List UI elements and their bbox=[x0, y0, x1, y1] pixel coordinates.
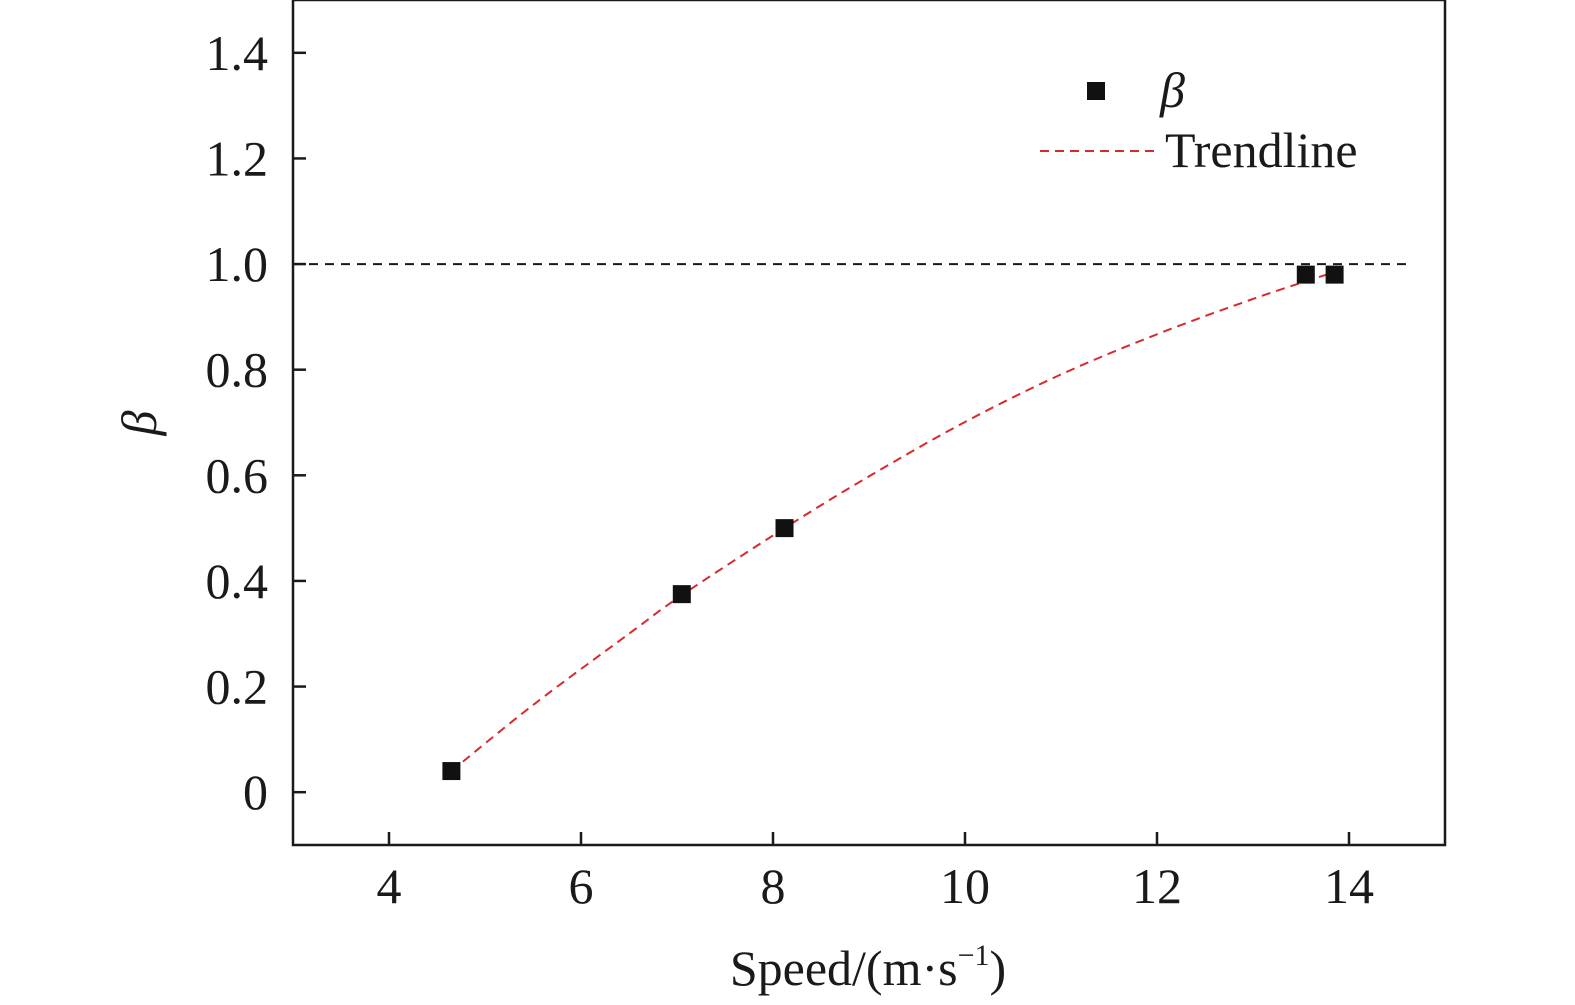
plot-frame bbox=[291, 0, 1447, 847]
y-tick-label: 0.6 bbox=[206, 447, 269, 503]
y-tick-label: 0.2 bbox=[206, 659, 269, 715]
legend-label-trendline: Trendline bbox=[1165, 122, 1358, 178]
y-tick-label: 0 bbox=[243, 764, 268, 820]
x-tick-label: 10 bbox=[940, 858, 990, 914]
y-tick-label: 1.0 bbox=[206, 236, 269, 292]
y-axis-ticks: 0 0.2 0.4 0.6 0.8 1.0 1.2 1.4 bbox=[206, 25, 306, 820]
legend-label-beta: β bbox=[1159, 62, 1185, 118]
data-point-marker bbox=[672, 585, 691, 604]
data-point-marker bbox=[442, 762, 461, 781]
y-tick-label: 1.2 bbox=[206, 130, 269, 186]
data-point-marker bbox=[775, 519, 794, 538]
x-tick-label: 14 bbox=[1324, 858, 1374, 914]
y-tick-label: 0.4 bbox=[206, 553, 269, 609]
y-tick-label: 0.8 bbox=[206, 342, 269, 398]
x-tick-label: 12 bbox=[1132, 858, 1182, 914]
data-point-marker bbox=[1296, 265, 1315, 284]
trendline bbox=[450, 271, 1335, 772]
x-tick-label: 4 bbox=[377, 858, 402, 914]
x-tick-label: 8 bbox=[761, 858, 786, 914]
x-axis-ticks: 4 6 8 10 12 14 bbox=[377, 832, 1374, 914]
data-markers bbox=[442, 265, 1344, 781]
y-axis-title: β bbox=[111, 410, 167, 436]
data-point-marker bbox=[1325, 265, 1344, 284]
legend-marker-square bbox=[1087, 82, 1105, 100]
x-tick-label: 6 bbox=[569, 858, 594, 914]
x-axis-title: Speed/(m·s−1) bbox=[730, 939, 1006, 996]
legend: β Trendline bbox=[1040, 62, 1358, 178]
y-tick-label: 1.4 bbox=[206, 25, 269, 81]
